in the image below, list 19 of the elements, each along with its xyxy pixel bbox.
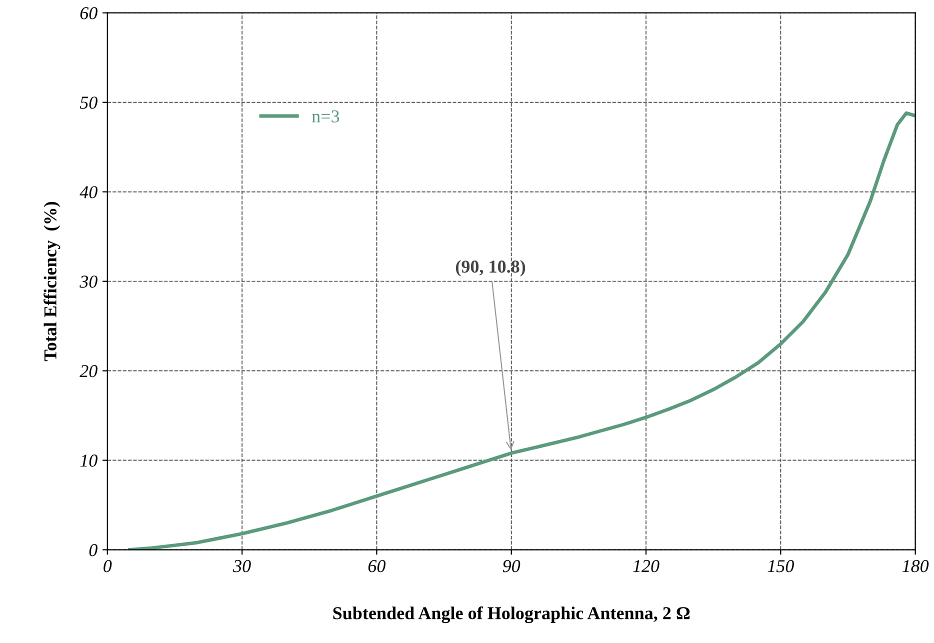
y-tick-label: 50 bbox=[80, 96, 98, 109]
y-tick-label: 10 bbox=[80, 454, 98, 467]
y-tick-label: 60 bbox=[80, 7, 98, 20]
y-tick-label: 40 bbox=[80, 186, 98, 198]
y-tick-label: 20 bbox=[80, 365, 98, 378]
x-tick-label: 150 bbox=[768, 560, 794, 572]
legend-label: n=3 bbox=[312, 110, 340, 122]
x-tick-label: 90 bbox=[502, 560, 520, 572]
annotation: (90, 10.8) bbox=[456, 260, 526, 276]
x-axis-title: Subtended Angle of Holographic Antenna, 2 Ω bbox=[333, 606, 690, 624]
y-tick-label: 0 bbox=[89, 544, 98, 556]
y-axis-title: Total Efficiency (%) bbox=[44, 202, 60, 362]
x-tick-label: 30 bbox=[233, 560, 251, 572]
x-tick-label: 0 bbox=[104, 560, 112, 572]
x-tick-label: 120 bbox=[633, 560, 660, 572]
x-tick-label: 60 bbox=[368, 560, 386, 572]
x-tick-label: 180 bbox=[902, 560, 929, 572]
line-series bbox=[128, 111, 916, 550]
y-tick-label: 30 bbox=[80, 276, 98, 288]
